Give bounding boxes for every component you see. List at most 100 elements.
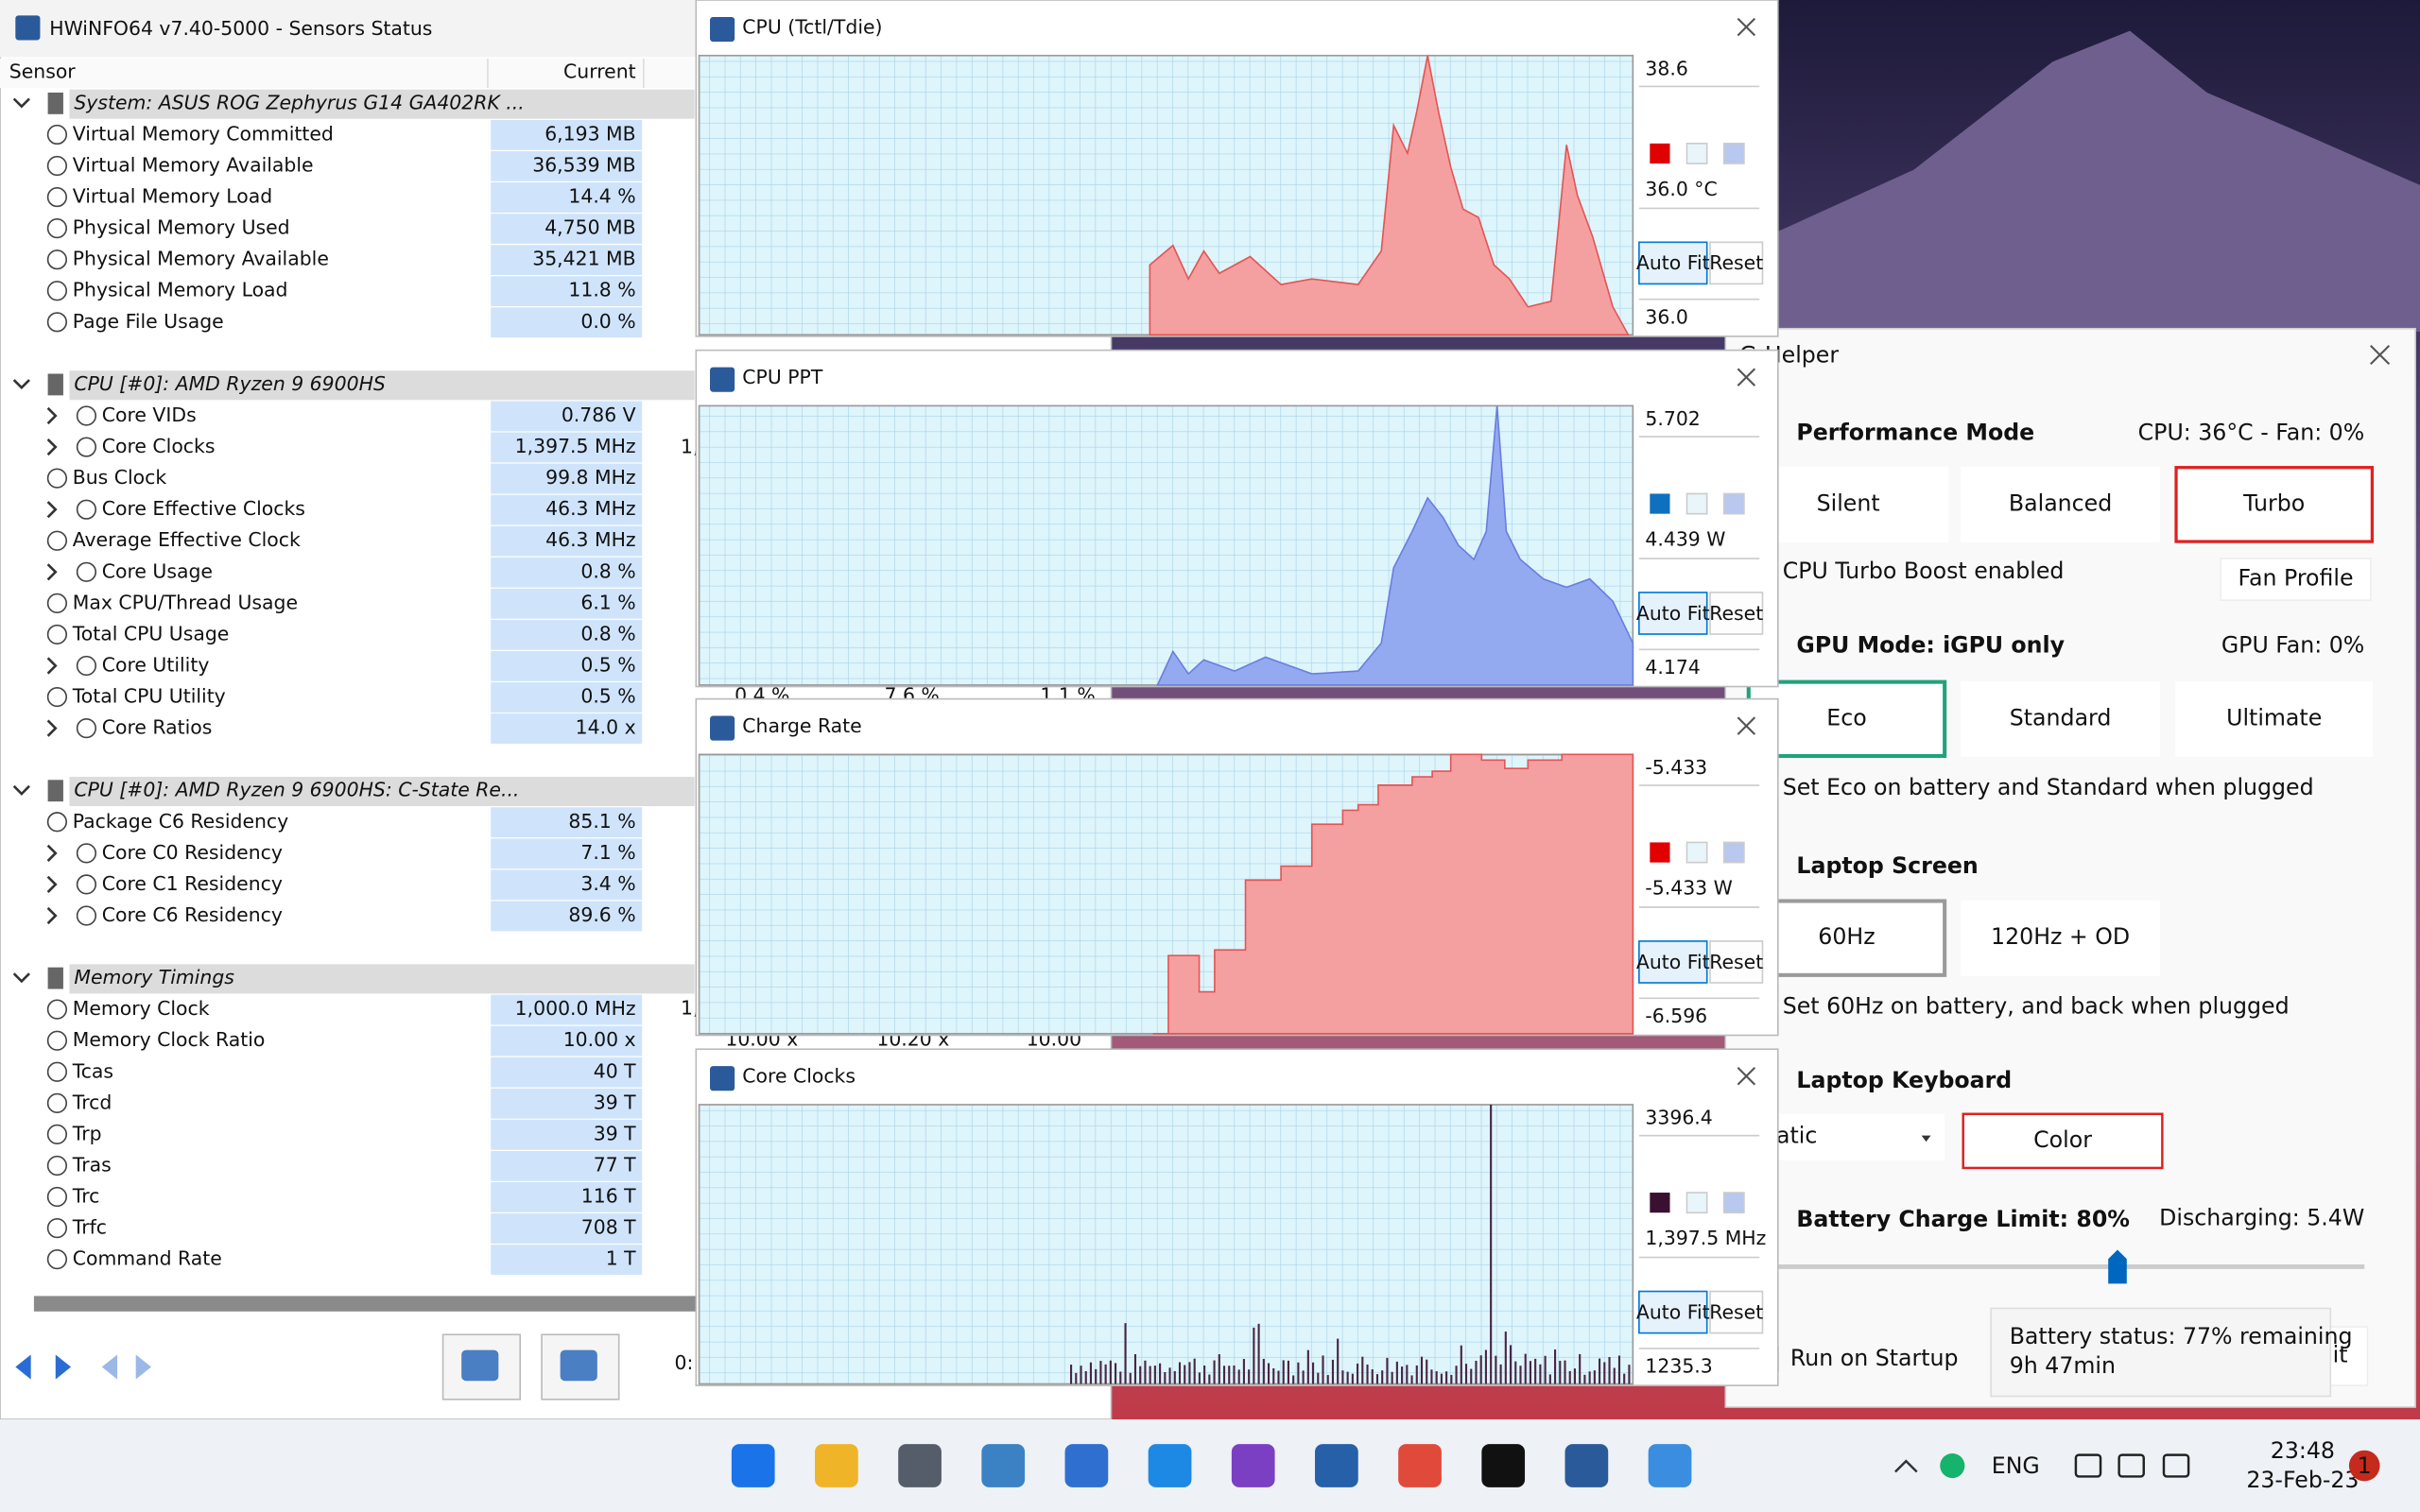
grid-color[interactable]: [1722, 1192, 1745, 1214]
close-button[interactable]: [1737, 1067, 1756, 1086]
taskbar-icon[interactable]: [1064, 1444, 1109, 1487]
sensor-value: 3.4 %: [580, 872, 635, 895]
button-label: Reset: [1709, 1300, 1763, 1323]
reset-button[interactable]: [1709, 592, 1764, 635]
taskbar-icon[interactable]: [1481, 1444, 1526, 1487]
button[interactable]: [1961, 900, 2160, 976]
autofit-button[interactable]: [1638, 592, 1708, 635]
column-header: Sensor: [9, 60, 77, 83]
bg-color[interactable]: [1685, 492, 1708, 515]
sensor-name: Total CPU Usage: [72, 622, 230, 644]
series-color[interactable]: [1650, 143, 1670, 164]
button-label: Standard: [2010, 704, 2112, 730]
close-button[interactable]: [1737, 17, 1756, 37]
sensor-value: 46.3 MHz: [545, 497, 636, 520]
status-text: CPU: 36°C - Fan: 0%: [2138, 419, 2365, 445]
expand-arrow: [46, 657, 58, 675]
graph-current: 4.439 W: [1645, 527, 1725, 550]
slider-thumb[interactable]: [2108, 1249, 2127, 1284]
button[interactable]: [1746, 679, 1947, 759]
sensor-name: Core Utility: [102, 653, 210, 676]
button[interactable]: [1961, 680, 2160, 757]
sensor-name: Trc: [72, 1185, 100, 1208]
button[interactable]: [1961, 466, 2160, 542]
tray-chevron[interactable]: [1894, 1459, 1918, 1473]
checkbox-label: Run on Startup: [1790, 1345, 1959, 1371]
button-label: Auto Fit: [1636, 251, 1710, 274]
graph-max: 5.702: [1645, 407, 1700, 430]
sensor-icon: [46, 281, 68, 301]
sensor-name: Virtual Memory Available: [73, 154, 314, 177]
autofit-button[interactable]: [1638, 241, 1708, 285]
button[interactable]: [1962, 1112, 2164, 1170]
partial-text: 0:: [674, 1351, 693, 1374]
bg-color[interactable]: [1685, 143, 1708, 164]
expand-arrow: [46, 563, 58, 581]
sensor-name: Physical Memory Available: [73, 248, 329, 270]
notification-badge[interactable]: [2348, 1450, 2380, 1482]
sensor-name: Memory Clock Ratio: [73, 1028, 266, 1051]
sensor-name: Trcd: [72, 1091, 112, 1113]
badge-count: 1: [2358, 1452, 2372, 1479]
close-button[interactable]: [1737, 716, 1756, 735]
bg-color[interactable]: [1685, 841, 1708, 864]
reset-button[interactable]: [1709, 1290, 1764, 1334]
taskbar: ENG 23:48 23-Feb-231: [0, 1419, 2420, 1512]
sensor-name: Physical Memory Used: [73, 216, 290, 239]
section-label: Performance Mode: [1796, 419, 2034, 445]
app-icon: [710, 715, 735, 741]
taskbar-icon[interactable]: [815, 1444, 858, 1487]
sensor-value: 4,750 MB: [544, 216, 635, 239]
note-text: Set Eco on battery and Standard when plu…: [1783, 774, 2314, 800]
taskbar-icon[interactable]: [1398, 1444, 1442, 1487]
reset-button[interactable]: [1709, 940, 1764, 984]
taskbar-icon[interactable]: [1315, 1444, 1358, 1487]
tray-icon[interactable]: [2074, 1453, 2102, 1478]
button[interactable]: [1747, 466, 1949, 542]
sensor-value: 708 T: [581, 1216, 636, 1239]
taskbar-icon[interactable]: [731, 1444, 775, 1487]
sensor-icon: [46, 186, 68, 208]
grid-color[interactable]: [1722, 143, 1745, 164]
value-bg: [491, 401, 643, 432]
reset-button[interactable]: [1709, 241, 1764, 285]
grid-color[interactable]: [1722, 492, 1745, 515]
taskbar-icon[interactable]: [1648, 1444, 1692, 1487]
taskbar-icon[interactable]: [981, 1444, 1026, 1487]
grid-color[interactable]: [1722, 841, 1745, 864]
button[interactable]: [2174, 466, 2375, 543]
bg-color[interactable]: [1685, 1192, 1708, 1214]
toolbar-icon: [560, 1349, 597, 1382]
autofit-button[interactable]: [1638, 940, 1708, 984]
sensor-value: 35,421 MB: [532, 248, 635, 270]
series-color[interactable]: [1650, 842, 1670, 863]
sensor-icon: [76, 561, 97, 582]
tray-icon[interactable]: [2162, 1453, 2190, 1478]
sensor-name: Physical Memory Load: [73, 279, 288, 301]
taskbar-icon[interactable]: [898, 1444, 942, 1487]
series-color[interactable]: [1650, 493, 1670, 514]
close-button[interactable]: [2370, 344, 2391, 366]
autofit-button[interactable]: [1638, 1290, 1708, 1334]
sensor-name: Tcas: [72, 1059, 113, 1082]
close-button[interactable]: [1737, 368, 1756, 387]
tray-icon[interactable]: [2118, 1453, 2145, 1478]
sensor-icon: [46, 812, 68, 833]
sensor-icon: [76, 905, 97, 926]
taskbar-icon[interactable]: [1231, 1444, 1275, 1487]
sensor-icon: [46, 1092, 68, 1113]
sensor-value: 14.0 x: [576, 716, 636, 739]
mountain: [1777, 30, 2420, 333]
group-row-bg: [69, 370, 695, 401]
dropdown[interactable]: [1752, 1113, 1945, 1160]
button[interactable]: [2175, 680, 2374, 757]
scrollbar: [33, 1296, 698, 1312]
button[interactable]: [1746, 899, 1947, 977]
taskbar-icon[interactable]: [1148, 1444, 1192, 1487]
button[interactable]: [2220, 558, 2372, 601]
expand-arrow: [46, 906, 58, 925]
taskbar-icon[interactable]: [1564, 1444, 1609, 1487]
tray-icon[interactable]: [1940, 1452, 1965, 1479]
series-color[interactable]: [1650, 1193, 1670, 1213]
